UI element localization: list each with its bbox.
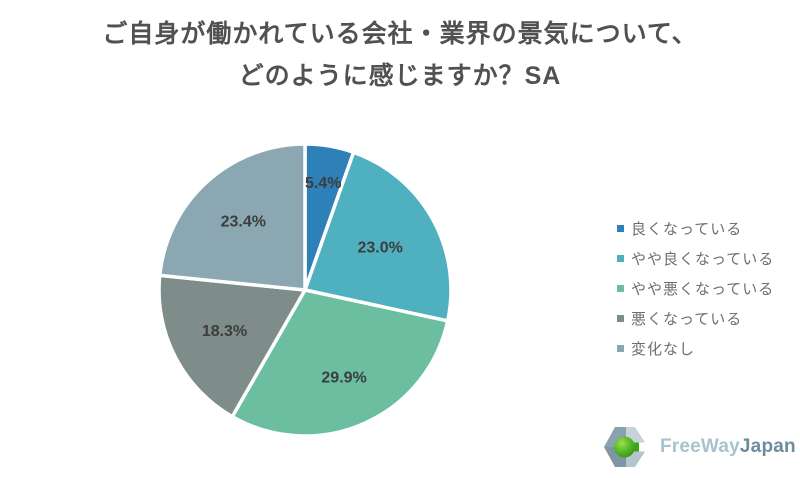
chart-title-line2: どのように感じますか？SA xyxy=(238,62,562,90)
legend: 良くなっているやや良くなっている やや悪くなっている 悪くなっている 変化なし xyxy=(617,213,774,363)
brand-name-freeway: FreeWay xyxy=(660,436,740,457)
legend-label: 変化なし xyxy=(631,340,696,358)
legend-label: 悪くなっている xyxy=(631,310,743,328)
legend-swatch-icon xyxy=(617,224,624,232)
pie-slice xyxy=(157,142,307,292)
chart-title-line1: ご自身が働かれている会社・業界の景気について、 xyxy=(102,20,698,48)
chart-title: ご自身が働かれている会社・業界の景気について、 どのように感じますか？SA xyxy=(0,13,800,97)
legend-swatch-icon xyxy=(617,254,624,262)
pie-slice-label: 23.0% xyxy=(358,240,403,257)
legend-item: 変化なし xyxy=(617,333,774,363)
pie-slice xyxy=(157,273,307,419)
pie-slice xyxy=(230,288,450,438)
freeway-logo-icon xyxy=(604,427,652,467)
pie-slice-label: 23.4% xyxy=(221,213,266,230)
legend-item: やや良くなっている xyxy=(617,243,774,273)
brand-name-japan: Japan xyxy=(739,436,796,457)
pie-slice-label: 5.4% xyxy=(305,175,341,192)
pie-slice-label: 29.9% xyxy=(321,370,366,387)
legend-item: 良くなっている xyxy=(617,213,774,243)
brand-name: FreeWayJapan xyxy=(660,436,796,458)
legend-swatch-icon xyxy=(617,284,624,292)
legend-swatch-icon xyxy=(617,344,624,352)
pie-chart: 5.4% 23.0% 29.9% 18.3% 23.4% xyxy=(157,142,453,438)
pie-slice-label: 18.3% xyxy=(202,323,247,340)
legend-label: 良くなっている xyxy=(631,220,743,238)
legend-label: やや悪くなっている xyxy=(631,280,775,298)
legend-swatch-icon xyxy=(617,314,624,322)
legend-label: やや良くなっている xyxy=(631,250,775,268)
legend-item: 悪くなっている xyxy=(617,303,774,333)
brand-logo: FreeWayJapan xyxy=(602,423,796,471)
pie-slice xyxy=(303,150,453,323)
legend-item: やや悪くなっている xyxy=(617,273,774,303)
